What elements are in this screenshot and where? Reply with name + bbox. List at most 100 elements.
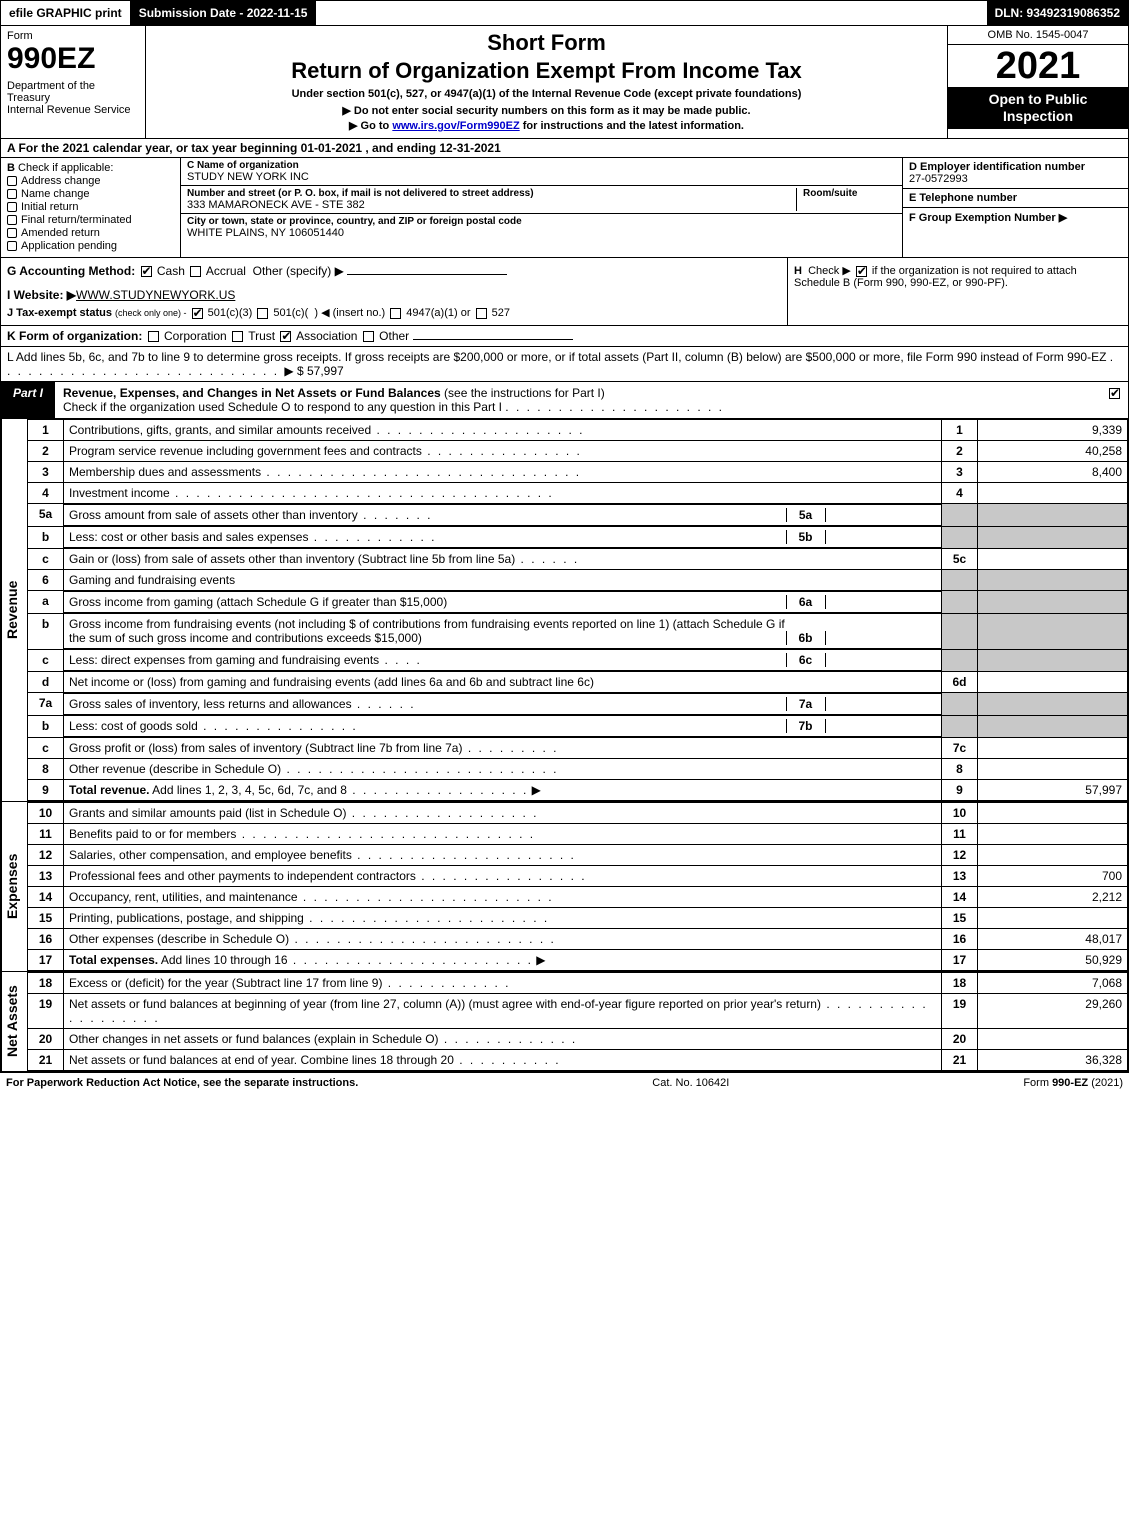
revenue-section: Revenue 1Contributions, gifts, grants, a… (0, 419, 1129, 801)
line-7a: 7aGross sales of inventory, less returns… (28, 693, 1128, 716)
line-6a: aGross income from gaming (attach Schedu… (28, 591, 1128, 614)
omb-number: OMB No. 1545-0047 (948, 26, 1128, 45)
header-right: OMB No. 1545-0047 2021 Open to Public In… (948, 26, 1128, 138)
chk-corporation[interactable] (148, 331, 159, 342)
line-5b: bLess: cost or other basis and sales exp… (28, 526, 1128, 549)
b-lead: B (7, 162, 15, 174)
header-center: Short Form Return of Organization Exempt… (146, 26, 948, 138)
line-1: 1Contributions, gifts, grants, and simil… (28, 420, 1128, 441)
b-label: Check if applicable: (18, 162, 113, 174)
chk-amended-return[interactable]: Amended return (7, 227, 174, 239)
line-7b: bLess: cost of goods sold . . . . . . . … (28, 715, 1128, 738)
line-16: 16Other expenses (describe in Schedule O… (28, 929, 1128, 950)
dept-label: Department of the Treasury Internal Reve… (7, 80, 139, 116)
line-6: 6Gaming and fundraising events (28, 570, 1128, 591)
chk-final-return[interactable]: Final return/terminated (7, 214, 174, 226)
line-6d: dNet income or (loss) from gaming and fu… (28, 672, 1128, 693)
f-label: F Group Exemption Number ▶ (909, 211, 1122, 224)
line-6b: bGross income from fundraising events (n… (28, 613, 1128, 649)
chk-cash[interactable] (141, 266, 152, 277)
form-title: Return of Organization Exempt From Incom… (154, 58, 939, 84)
c-city-value: WHITE PLAINS, NY 106051440 (187, 227, 896, 239)
chk-accrual[interactable] (190, 266, 201, 277)
chk-trust[interactable] (232, 331, 243, 342)
c-name-label: C Name of organization (187, 160, 896, 171)
l-text: L Add lines 5b, 6c, and 7b to line 9 to … (7, 350, 1106, 364)
col-c: C Name of organization STUDY NEW YORK IN… (181, 158, 903, 257)
part1-tab: Part I (1, 382, 55, 418)
line-5a: 5aGross amount from sale of assets other… (28, 504, 1128, 527)
other-specify-field[interactable] (347, 274, 507, 275)
chk-501c3[interactable] (192, 308, 203, 319)
chk-application-pending[interactable]: Application pending (7, 240, 174, 252)
form-label: Form (7, 30, 139, 42)
efile-link[interactable]: efile GRAPHIC print (1, 1, 131, 25)
chk-part1-schedule-o[interactable] (1109, 388, 1120, 399)
footer-mid: Cat. No. 10642I (652, 1077, 729, 1089)
chk-h[interactable] (856, 266, 867, 277)
line-12: 12Salaries, other compensation, and empl… (28, 845, 1128, 866)
chk-other-org[interactable] (363, 331, 374, 342)
header-left: Form 990EZ Department of the Treasury In… (1, 26, 146, 138)
line-21: 21Net assets or fund balances at end of … (28, 1050, 1128, 1071)
checkbox-icon (7, 176, 17, 186)
c-addr-value: 333 MAMARONECK AVE - STE 382 (187, 199, 796, 211)
form-subtitle: Under section 501(c), 527, or 4947(a)(1)… (154, 88, 939, 100)
line-5c: cGain or (loss) from sale of assets othe… (28, 549, 1128, 570)
line-19: 19Net assets or fund balances at beginni… (28, 994, 1128, 1029)
checkbox-icon (7, 241, 17, 251)
chk-initial-return[interactable]: Initial return (7, 201, 174, 213)
other-org-field[interactable] (413, 339, 573, 340)
netassets-section: Net Assets 18Excess or (deficit) for the… (0, 971, 1129, 1072)
irs-link[interactable]: www.irs.gov/Form990EZ (392, 120, 519, 132)
checkbox-icon (7, 228, 17, 238)
footer-right: Form 990-EZ (2021) (1023, 1077, 1123, 1089)
row-a: A For the 2021 calendar year, or tax yea… (0, 139, 1129, 158)
line-7c: cGross profit or (loss) from sales of in… (28, 738, 1128, 759)
chk-527[interactable] (476, 308, 487, 319)
col-b: B Check if applicable: Address change Na… (1, 158, 181, 257)
expenses-vlabel: Expenses (1, 802, 27, 971)
chk-name-change[interactable]: Name change (7, 188, 174, 200)
col-def: D Employer identification number 27-0572… (903, 158, 1128, 257)
part1-desc: Revenue, Expenses, and Changes in Net As… (55, 382, 1101, 418)
d-value: 27-0572993 (909, 173, 1122, 185)
chk-501c[interactable] (257, 308, 268, 319)
k-lead: K Form of organization: (7, 329, 142, 343)
l-amount: 57,997 (307, 364, 344, 378)
form-number: 990EZ (7, 44, 139, 74)
c-room-label: Room/suite (803, 188, 896, 199)
website-value[interactable]: WWW.STUDYNEWYORK.US (76, 288, 235, 302)
netassets-vlabel: Net Assets (1, 972, 27, 1071)
short-form-label: Short Form (154, 30, 939, 56)
chk-4947[interactable] (390, 308, 401, 319)
row-h: H Check ▶ if the organization is not req… (788, 258, 1128, 325)
g-lead: G Accounting Method: (7, 264, 135, 278)
page-footer: For Paperwork Reduction Act Notice, see … (0, 1072, 1129, 1093)
line-4: 4Investment income . . . . . . . . . . .… (28, 483, 1128, 504)
row-g: G Accounting Method: Cash Accrual Other … (1, 258, 788, 325)
footer-left: For Paperwork Reduction Act Notice, see … (6, 1077, 358, 1089)
line-8: 8Other revenue (describe in Schedule O) … (28, 759, 1128, 780)
line-9: 9Total revenue. Add lines 1, 2, 3, 4, 5c… (28, 780, 1128, 801)
line-18: 18Excess or (deficit) for the year (Subt… (28, 973, 1128, 994)
inspection-badge: Open to Public Inspection (948, 87, 1128, 129)
expenses-section: Expenses 10Grants and similar amounts pa… (0, 801, 1129, 971)
checkbox-icon (7, 189, 17, 199)
e-label: E Telephone number (909, 192, 1122, 204)
d-label: D Employer identification number (909, 161, 1122, 173)
expenses-table: 10Grants and similar amounts paid (list … (27, 802, 1128, 971)
row-a-text: A For the 2021 calendar year, or tax yea… (7, 141, 501, 155)
form-note-1: ▶ Do not enter social security numbers o… (154, 104, 939, 117)
checkbox-icon (7, 215, 17, 225)
c-name-value: STUDY NEW YORK INC (187, 171, 896, 183)
submission-date: Submission Date - 2022-11-15 (131, 1, 317, 25)
top-bar: efile GRAPHIC print Submission Date - 20… (0, 0, 1129, 26)
line-20: 20Other changes in net assets or fund ba… (28, 1029, 1128, 1050)
chk-address-change[interactable]: Address change (7, 175, 174, 187)
line-14: 14Occupancy, rent, utilities, and mainte… (28, 887, 1128, 908)
block-bcdef: B Check if applicable: Address change Na… (0, 158, 1129, 258)
line-17: 17Total expenses. Add lines 10 through 1… (28, 950, 1128, 971)
revenue-vlabel: Revenue (1, 419, 27, 801)
chk-association[interactable] (280, 331, 291, 342)
